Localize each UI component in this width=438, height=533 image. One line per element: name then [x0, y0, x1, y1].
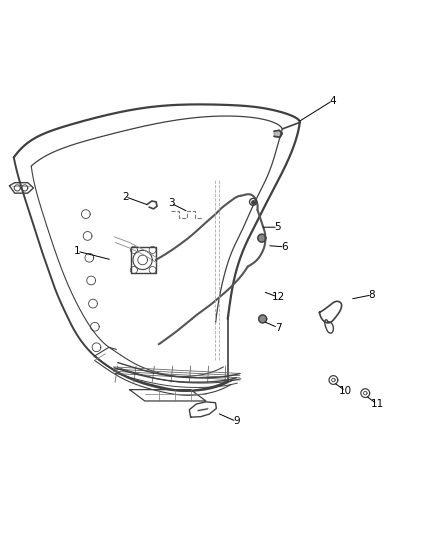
Polygon shape [258, 234, 266, 242]
Text: 5: 5 [275, 222, 281, 232]
Text: 6: 6 [281, 242, 288, 252]
Text: 4: 4 [329, 95, 336, 106]
Text: 8: 8 [368, 290, 375, 300]
Text: 9: 9 [233, 416, 240, 426]
Text: 2: 2 [122, 192, 128, 201]
Polygon shape [274, 130, 283, 138]
Text: 11: 11 [371, 399, 384, 409]
Text: 1: 1 [74, 246, 81, 256]
Polygon shape [259, 315, 267, 323]
Text: 10: 10 [339, 386, 352, 396]
Text: 7: 7 [275, 322, 281, 333]
Text: 3: 3 [168, 198, 174, 208]
Text: 12: 12 [271, 292, 285, 302]
